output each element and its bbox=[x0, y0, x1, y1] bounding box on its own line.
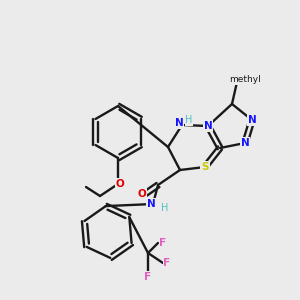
Text: S: S bbox=[201, 162, 209, 172]
Text: H: H bbox=[185, 115, 193, 125]
Text: N: N bbox=[248, 115, 256, 125]
Text: N: N bbox=[175, 118, 183, 128]
Text: O: O bbox=[138, 189, 146, 199]
Text: N: N bbox=[241, 138, 249, 148]
Text: F: F bbox=[164, 258, 171, 268]
Text: F: F bbox=[159, 238, 167, 248]
Text: H: H bbox=[161, 203, 169, 213]
Text: N: N bbox=[204, 121, 212, 131]
Text: O: O bbox=[116, 179, 124, 189]
Text: N: N bbox=[147, 199, 155, 209]
Text: methyl: methyl bbox=[229, 76, 261, 85]
Text: F: F bbox=[144, 272, 152, 282]
